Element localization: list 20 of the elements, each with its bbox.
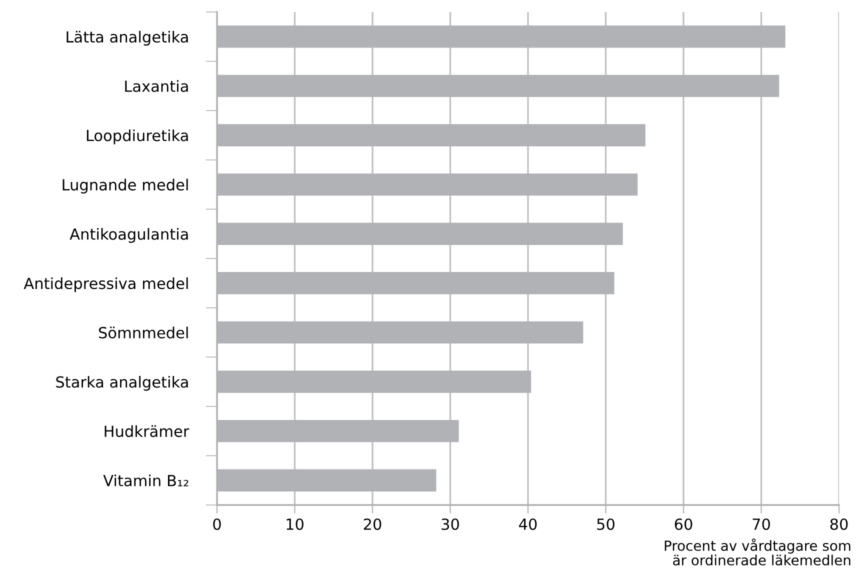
x-axis-title: Procent av vårdtagare som är ordinerade läkemedlen	[664, 538, 850, 566]
y-tick-label: Lugnande medel	[62, 178, 188, 194]
y-tick-label: Laxantia	[125, 80, 188, 92]
y-tick-label: Lätta analgetika	[66, 30, 188, 46]
y-tick-label: Antidepressiva medel	[24, 277, 188, 292]
x-tick-label: 80	[830, 518, 848, 530]
y-tick-label: Antikoagulantia	[70, 228, 188, 243]
x-tick-label: 40	[519, 518, 537, 530]
x-tick-label: 10	[286, 518, 304, 530]
y-tick-label: Loopdiuretika	[86, 129, 188, 144]
x-tick-label: 20	[364, 518, 382, 530]
y-tick-label: Starka analgetika	[56, 376, 188, 391]
x-tick-label: 60	[674, 518, 692, 530]
y-tick-label: Hudkrämer	[104, 425, 190, 438]
x-tick-label: 30	[442, 518, 459, 530]
x-tick-label: 0	[213, 518, 221, 530]
x-tick-label: 50	[597, 518, 614, 530]
x-tick-label: 70	[752, 518, 770, 530]
y-tick-label: Vitamin B₁₂	[103, 474, 188, 486]
y-tick-label: Sömnmedel	[98, 326, 188, 338]
